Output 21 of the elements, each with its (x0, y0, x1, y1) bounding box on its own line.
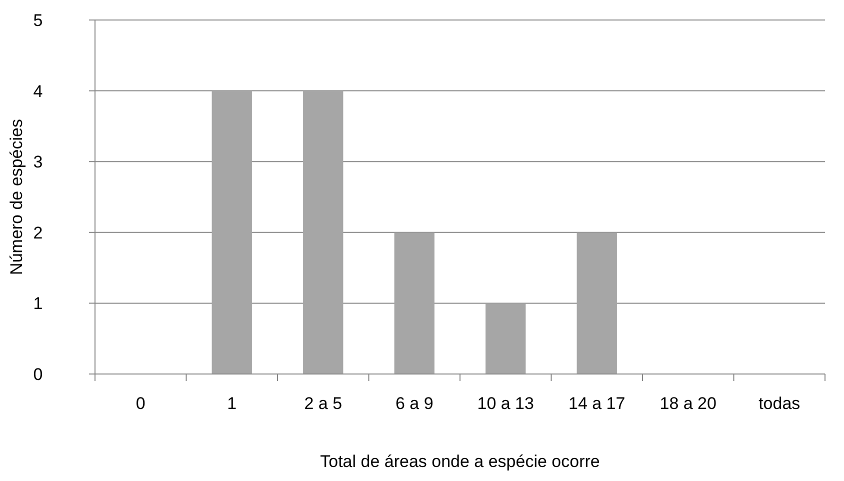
x-axis-title: Total de áreas onde a espécie ocorre (320, 452, 600, 471)
x-tick-label: 1 (227, 394, 237, 413)
bar (394, 232, 434, 374)
x-tick-label: 2 a 5 (304, 394, 342, 413)
y-tick-label: 1 (33, 294, 43, 314)
y-tick-label: 0 (33, 364, 43, 384)
y-tick-label: 5 (33, 10, 43, 30)
x-tick-label: 18 a 20 (660, 394, 716, 413)
x-tick-label: 10 a 13 (477, 394, 534, 413)
y-axis-title: Número de espécies (7, 119, 26, 275)
x-tick-label: 6 a 9 (395, 394, 434, 413)
bar (303, 90, 344, 374)
bar (576, 232, 617, 374)
y-tick-label: 4 (33, 82, 43, 101)
y-tick-label: 2 (33, 223, 43, 242)
bar (212, 90, 252, 374)
y-tick-label: 3 (33, 152, 43, 172)
x-tick-label: todas (758, 394, 800, 413)
bar (486, 303, 526, 374)
x-tick-label: 14 a 17 (568, 394, 626, 413)
x-tick-label: 0 (136, 394, 146, 413)
